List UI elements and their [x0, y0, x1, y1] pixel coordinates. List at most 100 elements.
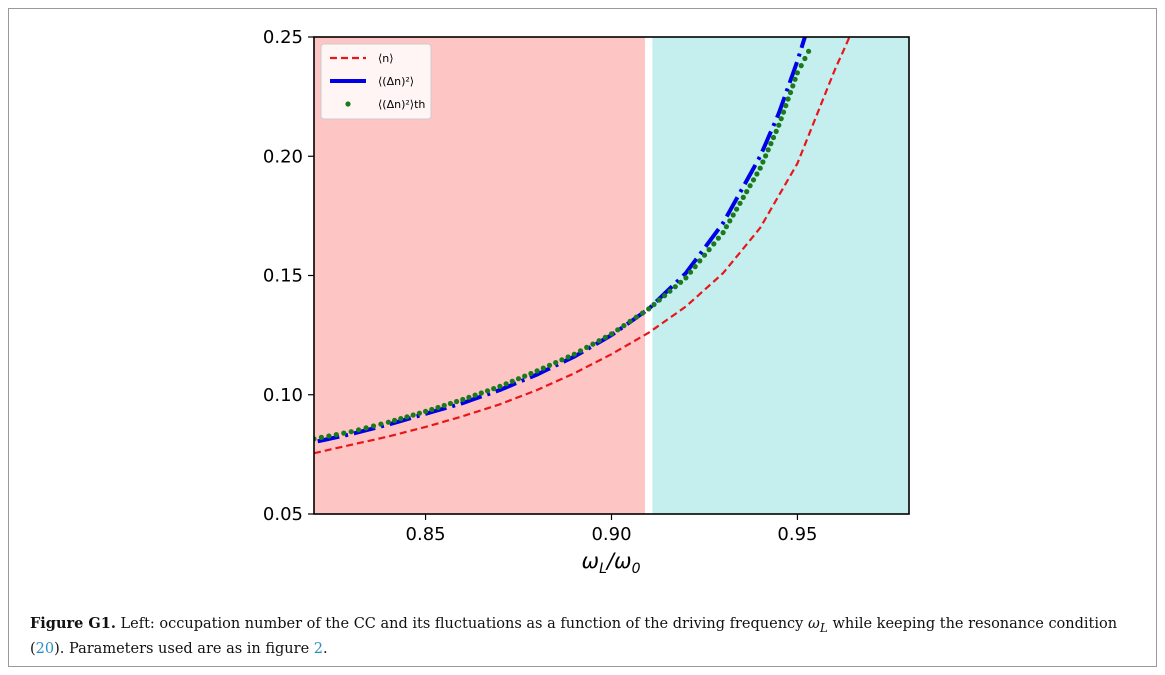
series-2-point-5: [348, 429, 354, 435]
y-tick-label-3: 0.20: [263, 146, 303, 167]
series-2-point-90: [787, 89, 794, 96]
series-2-point-27: [491, 386, 497, 392]
series-2-point-91: [790, 83, 796, 89]
caption-text-3: ). Parameters used are as in figure: [54, 640, 314, 657]
series-2-point-58: [678, 279, 684, 285]
series-2-point-37: [553, 360, 559, 366]
series-2-point-35: [540, 365, 546, 371]
caption-equation-link[interactable]: 20: [35, 640, 55, 657]
series-2-point-94: [798, 63, 804, 69]
legend-label-variance-th: ⟨(Δn)²⟩th: [378, 98, 425, 111]
series-2-point-81: [765, 147, 771, 153]
series-2-point-66: [715, 235, 722, 241]
caption-text-1: Left: occupation number of the CC and it…: [115, 616, 808, 632]
x-tick-label-1: 0.90: [591, 524, 631, 545]
series-2-point-8: [370, 423, 377, 429]
series-2-point-70: [730, 212, 736, 218]
series-2-point-77: [754, 171, 760, 177]
legend-handle-variance-th: [345, 101, 351, 107]
series-2-point-23: [466, 394, 472, 400]
series-2-point-67: [720, 230, 726, 236]
series-2-point-43: [590, 341, 596, 347]
series-2-point-86: [778, 116, 784, 122]
series-2-point-7: [363, 425, 369, 431]
x-axis-label-sub-0: 0: [632, 561, 641, 577]
series-2-point-76: [750, 177, 757, 183]
series-2-point-3: [333, 432, 339, 438]
series-2-point-24: [472, 392, 478, 398]
series-2-point-93: [794, 70, 801, 76]
series-2-point-33: [528, 370, 534, 377]
figure-caption: Figure G1. Left: occupation number of th…: [30, 613, 1140, 660]
series-2-point-31: [515, 376, 522, 382]
series-2-point-41: [577, 348, 584, 354]
x-axis-label-omega-l: ω: [582, 549, 600, 573]
series-2-point-54: [656, 297, 662, 303]
series-2-point-92: [792, 76, 798, 82]
series-2-point-47: [615, 327, 621, 333]
series-2-point-18: [435, 404, 441, 411]
series-2-point-20: [447, 400, 453, 407]
x-axis-ticks: 0.85 0.90 0.95: [406, 514, 817, 545]
series-2-point-44: [596, 338, 602, 344]
series-2-point-56: [667, 288, 673, 294]
series-2-point-46: [608, 331, 615, 337]
x-tick-label-0: 0.85: [406, 524, 446, 545]
legend-label-n: ⟨n⟩: [378, 52, 394, 65]
series-2-point-69: [727, 218, 733, 224]
series-2-point-22: [460, 396, 466, 403]
series-2-point-9: [378, 421, 384, 427]
series-2-point-57: [672, 284, 678, 290]
legend: ⟨n⟩ ⟨(Δn)²⟩ ⟨(Δn)²⟩th: [320, 43, 432, 120]
y-tick-label-2: 0.15: [263, 266, 303, 287]
y-axis-ticks: 0.05 0.10 0.15 0.20 0.25: [263, 27, 314, 525]
series-2-point-60: [687, 269, 694, 275]
series-2-point-48: [621, 323, 627, 329]
caption-text-4: .: [323, 640, 328, 657]
caption-figure-link[interactable]: 2: [313, 640, 323, 657]
y-tick-label-0: 0.05: [263, 504, 303, 525]
series-2-point-87: [780, 109, 787, 115]
chart: 0.85 0.90 0.95 0.050.100.150.200.25 ωL/ω0 …: [263, 27, 910, 577]
series-2-point-74: [744, 189, 750, 195]
series-2-point-32: [522, 373, 528, 379]
caption-label: Figure G1.: [30, 615, 116, 632]
series-2-point-12: [398, 416, 404, 422]
series-2-point-40: [571, 351, 577, 357]
series-2-point-13: [404, 414, 410, 420]
series-2-point-25: [478, 390, 484, 396]
series-2-point-84: [773, 128, 779, 134]
series-2-point-39: [565, 354, 571, 360]
series-2-point-96: [806, 48, 812, 54]
series-2-point-71: [734, 206, 740, 212]
series-2-point-2: [326, 433, 332, 439]
series-2-point-59: [683, 275, 689, 281]
caption-omega: ω: [807, 616, 820, 632]
x-axis-label-sub-l: L: [599, 561, 607, 577]
series-layer: [314, 37, 851, 455]
series-2: [314, 48, 812, 442]
series-2-point-16: [423, 408, 429, 414]
series-2-point-36: [546, 362, 553, 368]
x-axis-label-slash: /ω: [605, 549, 632, 573]
series-2-point-53: [651, 301, 657, 308]
series-2-point-78: [757, 165, 763, 171]
series-2-point-42: [584, 344, 590, 350]
caption-omega-sub: L: [819, 620, 828, 635]
series-2-point-11: [392, 417, 398, 423]
series-2-point-15: [416, 410, 422, 416]
series-2-point-88: [783, 103, 789, 109]
legend-label-variance: ⟨(Δn)²⟩: [378, 75, 414, 88]
series-2-point-79: [760, 159, 766, 165]
series-2-point-38: [559, 357, 565, 363]
legend-box: [320, 43, 432, 120]
series-2-point-4: [341, 430, 347, 436]
series-2-point-55: [662, 293, 668, 299]
series-2-point-17: [429, 406, 435, 413]
series-2-point-19: [441, 402, 447, 409]
series-2-point-63: [701, 252, 708, 258]
series-2-point-73: [740, 194, 746, 200]
series-2-point-65: [711, 241, 717, 247]
y-tick-label-4: 0.25: [263, 27, 303, 48]
series-2-point-68: [723, 224, 730, 230]
